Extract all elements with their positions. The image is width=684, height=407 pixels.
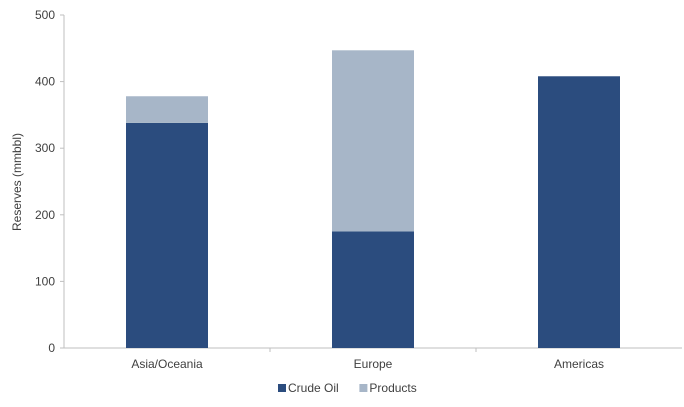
x-tick-label: Europe [354,357,393,371]
y-tick-label: 500 [35,8,55,22]
legend-label: Products [369,381,416,395]
y-axis-label: Reserves (mmbbl) [10,133,24,231]
legend-swatch [278,384,286,392]
legend-swatch [359,384,368,392]
x-tick-label: Americas [554,357,604,371]
legend-label: Crude Oil [288,381,339,395]
y-tick-label: 0 [48,341,55,355]
bar-crude-oil [126,122,208,348]
bar-products [126,96,208,123]
x-tick-label: Asia/Oceania [131,357,203,371]
ticks-group: 0 100 200 300 400 500 Asia/Oceania Europe Americ… [35,8,604,371]
y-tick-label: 300 [35,141,55,155]
bar-crude-oil [332,231,414,348]
y-tick-label: 400 [35,75,55,89]
y-tick-label: 200 [35,208,55,222]
y-tick-label: 100 [35,274,55,288]
legend: Crude Oil Products [278,381,417,395]
bars-group [126,50,620,348]
bar-crude-oil [538,76,620,348]
bar-products [332,50,414,232]
